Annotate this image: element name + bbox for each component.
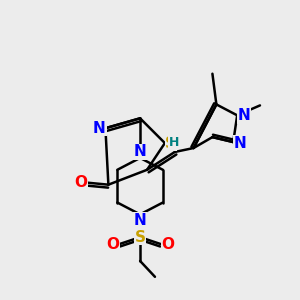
Text: N: N xyxy=(134,213,146,228)
Text: O: O xyxy=(161,237,174,252)
Text: O: O xyxy=(74,175,87,190)
Text: H: H xyxy=(169,136,179,148)
Text: N: N xyxy=(238,108,250,123)
Text: N: N xyxy=(134,145,146,160)
Text: O: O xyxy=(106,237,119,252)
Text: N: N xyxy=(234,136,247,151)
Text: S: S xyxy=(165,136,176,151)
Text: N: N xyxy=(93,121,106,136)
Text: S: S xyxy=(135,230,146,245)
